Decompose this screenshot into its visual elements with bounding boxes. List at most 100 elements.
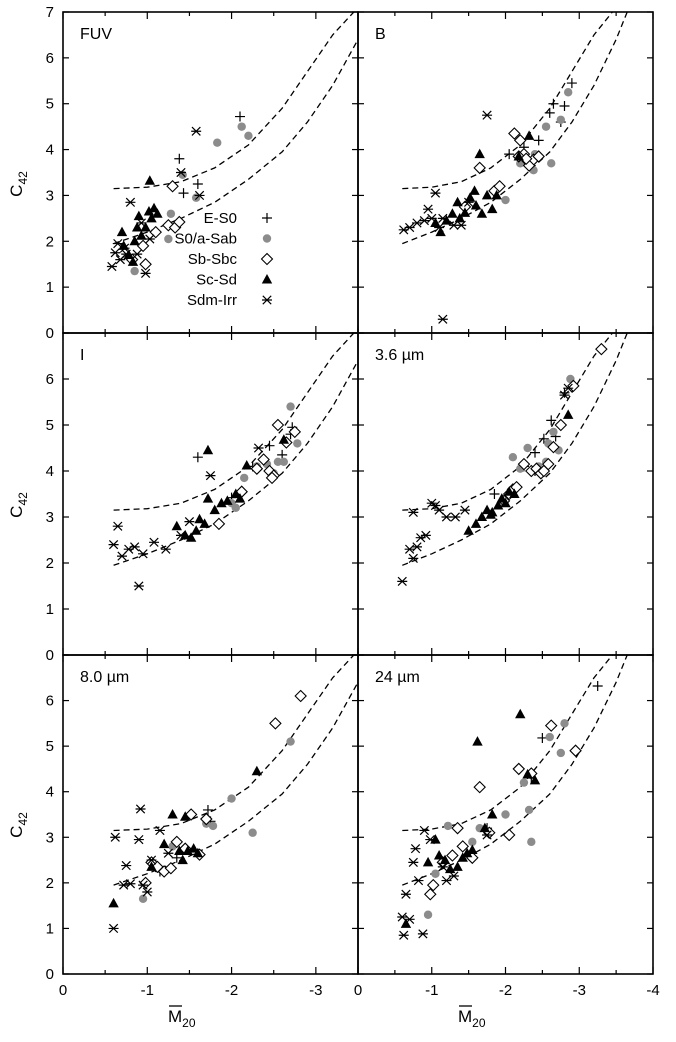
panel-label: 8.0 µm [80,669,129,686]
data-point-sc-sd [222,495,233,505]
data-point-sdm-irr [176,530,186,541]
data-point-s0a-sab [431,869,440,878]
legend-label: Sb-Sbc [188,251,238,268]
data-point-sc-sd [241,459,252,470]
data-point-sb-sbc [162,218,175,232]
x-tick-label: 0 [354,982,362,999]
panel-frame [62,332,359,656]
data-point-s0a-sab [556,115,566,124]
panel-label: B [375,26,386,43]
data-point-sc-sd [185,532,197,542]
data-point-s0a-sab [248,828,257,837]
data-point-sc-sd [158,838,170,849]
data-point-sb-sbc [541,457,555,471]
data-point-sc-sd [144,175,156,185]
data-point-sc-sd [167,809,178,819]
legend-label: S0/a-Sab [174,231,237,248]
y-tick-label: 5 [46,417,54,434]
data-point-sdm-irr [412,218,422,228]
y-tick-label: 0 [46,647,54,664]
data-point-sdm-irr [397,576,408,587]
data-point-sdm-irr [184,516,195,527]
y-tick-label: 4 [46,142,54,159]
data-point-sc-sd [452,196,463,207]
panel-frame [62,654,359,975]
data-point-sb-sbc [473,780,486,794]
data-point-sdm-irr [559,390,570,400]
data-point-sc-sd [202,493,214,503]
data-point-sdm-irr [398,930,409,940]
data-point-e-s0 [174,153,185,164]
boundary-curve-lower [113,680,358,886]
y-tick-label: 3 [46,829,54,846]
data-point-s0a-sab [541,122,551,131]
data-point-sdm-irr [423,204,434,214]
data-point-sdm-irr [408,553,419,564]
data-point-s0a-sab [423,910,433,919]
data-point-e-s0 [559,101,570,112]
axes-text-group: C42 C42 C42 M20 M20 [7,171,486,1030]
data-point-sdm-irr [419,825,430,836]
data-point-s0a-sab [468,837,477,847]
data-point-sb-sbc [170,835,184,849]
data-point-sc-sd [491,189,502,200]
data-point-e-s0 [533,135,544,146]
data-point-sc-sd [152,208,163,218]
data-point-sdm-irr [463,197,474,207]
y-tick-label: 3 [46,509,54,526]
data-point-sdm-irr [419,216,430,226]
data-point-s0a-sab [560,719,569,728]
data-point-e-s0 [544,107,555,118]
data-point-e-s0 [530,447,540,458]
data-point-sb-sbc [446,849,459,862]
data-point-sc-sd [447,208,458,218]
data-point-sb-sbc [257,453,270,466]
data-point-sdm-irr [434,505,445,515]
panel: 0 1 2 3 4 5 6 0 -1 -2 -3 8.0 µm [46,654,359,999]
y-tick-label: 5 [46,96,54,113]
data-point-sdm-irr [437,213,448,223]
legend-label: Sdm-Irr [187,292,237,309]
data-point-sc-sd [278,434,290,444]
panel: 3.6 µm [357,332,654,656]
data-point-sdm-irr [135,804,146,814]
data-point-sb-sbc [250,462,264,475]
data-point-s0a-sab [279,457,289,466]
boundary-curve-upper [113,333,355,511]
data-point-e-s0 [192,178,203,189]
data-point-s0a-sab [286,737,295,746]
data-point-sdm-irr [437,314,448,324]
boundary-curve-lower [113,359,358,566]
boundary-curve-upper [402,12,613,190]
data-point-sc-sd [467,844,478,855]
panel-label: I [80,347,84,364]
data-point-sb-sbc [513,134,527,147]
data-point-s0a-sab [523,443,532,453]
data-point-s0a-sab [273,457,283,466]
data-point-sb-sbc [265,471,279,485]
data-point-sc-sd [452,861,463,871]
data-point-sdm-irr [140,268,151,279]
data-point-sdm-irr [563,383,574,393]
data-point-e-s0 [548,98,559,109]
data-point-sdm-irr [154,825,165,836]
data-point-sdm-irr [408,507,419,518]
data-point-e-s0 [235,111,245,122]
data-point-sc-sd [251,765,263,776]
data-point-sdm-irr [425,834,436,845]
data-point-sdm-irr [163,848,174,858]
data-point-sdm-irr [397,912,408,922]
data-point-sc-sd [261,274,273,284]
data-point-sdm-irr [410,844,421,854]
data-point-sc-sd [422,856,434,867]
data-point-sc-sd [469,185,480,195]
data-point-s0a-sab [501,810,510,819]
data-point-e-s0 [592,680,603,691]
data-point-sc-sd [188,843,199,853]
data-point-sdm-irr [412,542,422,552]
data-point-s0a-sab [563,88,573,97]
data-point-sc-sd [430,834,441,844]
data-point-e-s0 [489,489,500,499]
data-point-sdm-irr [430,188,441,198]
data-point-s0a-sab [286,402,295,411]
